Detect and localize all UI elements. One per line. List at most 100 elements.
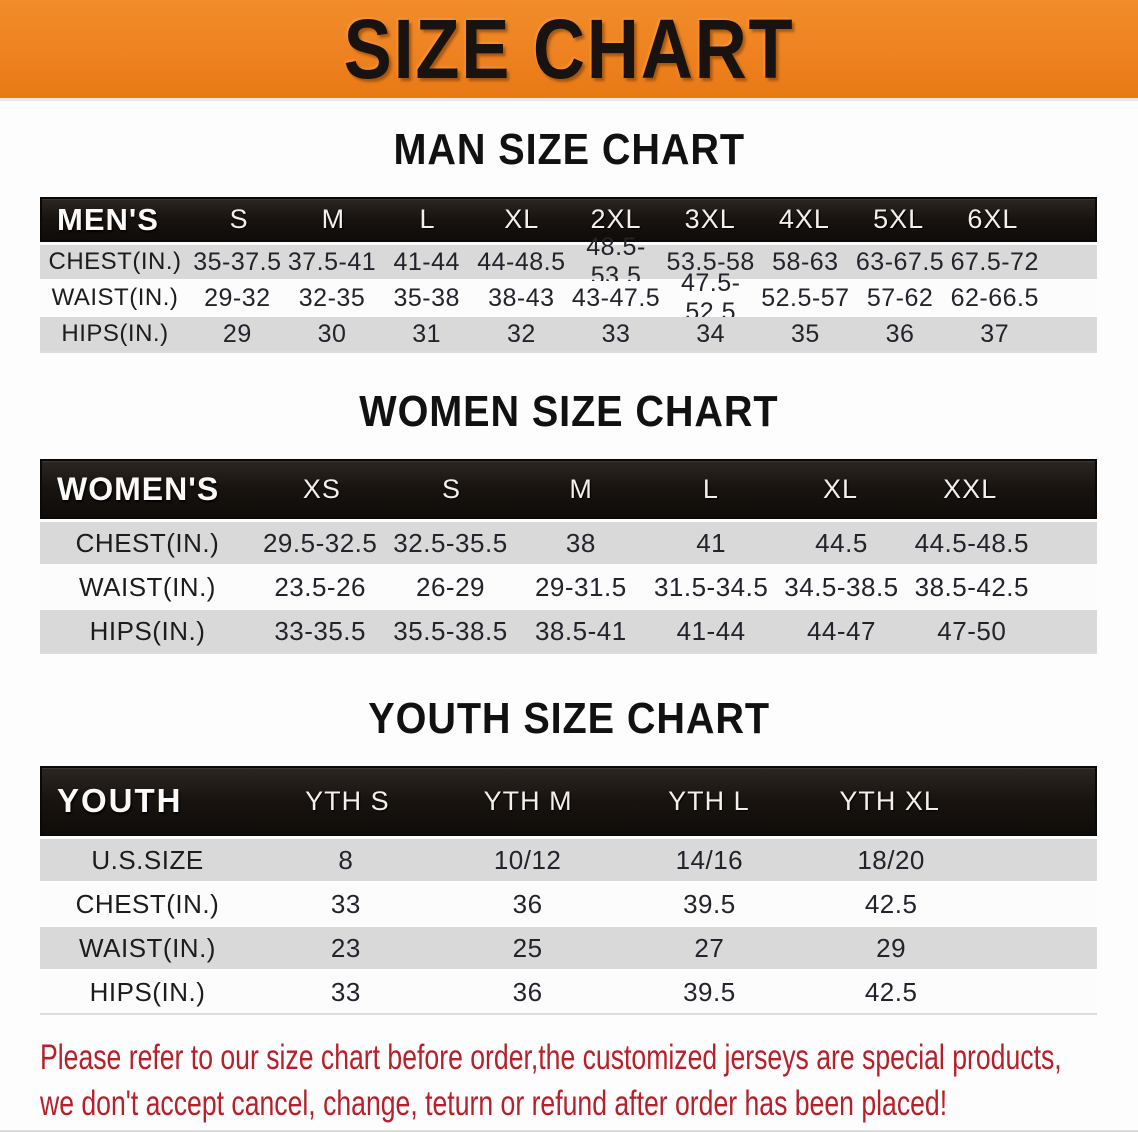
size-value: 26-29 bbox=[415, 571, 485, 602]
size-value: 41 bbox=[696, 527, 727, 558]
size-value: 8 bbox=[338, 844, 354, 875]
size-value: 48.5-53.5 bbox=[586, 233, 646, 290]
disclaimer-line-2: we don't accept cancel, change, teturn o… bbox=[40, 1084, 948, 1123]
size-value: 38 bbox=[565, 527, 596, 558]
size-value: 43-47.5 bbox=[571, 283, 661, 312]
size-value: 33-35.5 bbox=[274, 615, 366, 646]
row-label: HIPS(IN.) bbox=[89, 976, 206, 1007]
table-row: CHEST(IN.) 29.5-32.5 32.5-35.5 38 41 44.5 44.5… bbox=[40, 522, 1097, 564]
size-value: 29 bbox=[876, 932, 907, 963]
size-value: 35-38 bbox=[393, 283, 460, 312]
size-value: 33 bbox=[330, 976, 361, 1007]
size-value: 36 bbox=[885, 319, 915, 348]
size-value: 35-37.5 bbox=[193, 247, 282, 276]
size-value: 32 bbox=[506, 319, 536, 348]
table-body: U.S.SIZE 8 10/12 14/16 18/20 CHEST(IN.) 33 36 39… bbox=[40, 836, 1097, 1015]
size-value: 52.5-57 bbox=[761, 283, 850, 312]
size-column-header: S bbox=[229, 204, 249, 234]
size-column-header: XL bbox=[823, 473, 859, 504]
size-value: 44-48.5 bbox=[477, 247, 566, 276]
size-value: 34 bbox=[696, 319, 726, 348]
table-group-label: WOMEN'S bbox=[57, 470, 220, 507]
size-column-header: 2XL bbox=[590, 204, 642, 234]
size-value: 18/20 bbox=[857, 844, 925, 875]
disclaimer-line-1: Please refer to our size chart before or… bbox=[40, 1038, 1062, 1077]
size-column-header: YTH L bbox=[668, 785, 750, 816]
size-value: 67.5-72 bbox=[950, 247, 1039, 276]
table-row: U.S.SIZE 8 10/12 14/16 18/20 bbox=[40, 839, 1097, 881]
row-label: HIPS(IN.) bbox=[89, 615, 206, 646]
size-value: 53.5-58 bbox=[666, 247, 755, 276]
table-row: WAIST(IN.) 29-32 32-35 35-38 38-43 43-47.5 47.… bbox=[40, 269, 1097, 326]
youth-section-heading: YOUTH SIZE CHART bbox=[0, 696, 1138, 742]
size-value: 33 bbox=[330, 888, 361, 919]
size-value: 44.5 bbox=[815, 527, 868, 558]
size-value: 44-47 bbox=[806, 615, 876, 646]
size-value: 42.5 bbox=[864, 888, 918, 919]
size-value: 29 bbox=[222, 319, 252, 348]
table-header-row: YOUTH YTH S YTH M YTH L YTH XL bbox=[40, 766, 1097, 836]
size-column-header: XXL bbox=[943, 473, 998, 504]
size-value: 35 bbox=[790, 319, 820, 348]
size-value: 29-32 bbox=[204, 283, 271, 312]
table-row: WAIST(IN.) 23.5-26 26-29 29-31.5 31.5-34.5 34… bbox=[40, 566, 1097, 608]
size-value: 57-62 bbox=[866, 283, 934, 312]
size-value: 38.5-41 bbox=[534, 615, 627, 646]
row-label: CHEST(IN.) bbox=[75, 888, 220, 919]
size-column-header: 5XL bbox=[873, 204, 925, 234]
table-row: HIPS(IN.) 33 36 39.5 42.5 bbox=[40, 971, 1097, 1013]
size-value: 14/16 bbox=[675, 844, 744, 875]
size-value: 31 bbox=[412, 319, 442, 348]
section-men: MAN SIZE CHART MEN'S S M L XL 2XL 3XL 4XL 5XL 6XL… bbox=[0, 127, 1138, 353]
size-value: 35.5-38.5 bbox=[393, 615, 508, 646]
table-body: CHEST(IN.) 29.5-32.5 32.5-35.5 38 41 44.5 44.5… bbox=[40, 519, 1097, 654]
size-value: 41-44 bbox=[676, 615, 746, 646]
size-column-header: YTH S bbox=[305, 785, 390, 816]
size-value: 23 bbox=[330, 932, 361, 963]
women-size-table: WOMEN'S XS S M L XL XXL CHEST(IN.) 29.5-32.5 32.5… bbox=[40, 459, 1097, 654]
table-header-row: WOMEN'S XS S M L XL XXL bbox=[40, 459, 1097, 519]
size-value: 37.5-41 bbox=[287, 247, 377, 276]
table-body: CHEST(IN.) 35-37.5 37.5-41 41-44 44-48.5 48.5… bbox=[40, 233, 1097, 353]
banner-title: SIZE CHART bbox=[343, 2, 795, 96]
section-youth: YOUTH SIZE CHART YOUTH YTH S YTH M YTH L YTH… bbox=[0, 696, 1138, 1015]
size-value: 38.5-42.5 bbox=[914, 571, 1029, 602]
size-column-header: M bbox=[321, 204, 346, 234]
size-column-header: YTH M bbox=[483, 785, 573, 816]
size-value: 39.5 bbox=[683, 976, 736, 1007]
youth-section-heading-text: YOUTH SIZE CHART bbox=[368, 694, 770, 743]
size-value: 47-50 bbox=[937, 615, 1007, 646]
size-value: 25 bbox=[512, 932, 543, 963]
table-group-label: MEN'S bbox=[57, 201, 159, 237]
row-label: CHEST(IN.) bbox=[48, 248, 182, 275]
size-value: 29-31.5 bbox=[534, 571, 627, 602]
size-value: 10/12 bbox=[493, 844, 562, 875]
disclaimer: Please refer to our size chart before or… bbox=[40, 1035, 1138, 1127]
size-value: 27 bbox=[694, 932, 725, 963]
size-value: 42.5 bbox=[864, 976, 918, 1007]
row-label: WAIST(IN.) bbox=[79, 571, 216, 602]
size-column-header: XL bbox=[504, 204, 540, 234]
size-column-header: S bbox=[442, 473, 462, 504]
size-value: 62-66.5 bbox=[950, 283, 1039, 312]
size-column-header: 3XL bbox=[684, 204, 736, 234]
size-value: 33 bbox=[601, 319, 631, 348]
size-column-header: XS bbox=[302, 473, 341, 504]
youth-size-table: YOUTH YTH S YTH M YTH L YTH XL U.S.SIZE 8 10/12… bbox=[40, 766, 1097, 1015]
size-value: 23.5-26 bbox=[274, 571, 366, 602]
size-value: 58-63 bbox=[772, 247, 839, 276]
table-row: HIPS(IN.) 29 30 31 32 33 34 35 36 37 bbox=[40, 317, 1097, 351]
size-column-header: 4XL bbox=[778, 204, 830, 234]
size-column-header: M bbox=[569, 473, 593, 504]
size-column-header: YTH XL bbox=[839, 785, 940, 816]
banner: SIZE CHART bbox=[0, 0, 1138, 101]
row-label: HIPS(IN.) bbox=[61, 320, 169, 347]
size-value: 31.5-34.5 bbox=[653, 571, 769, 602]
size-value: 29.5-32.5 bbox=[262, 527, 378, 558]
section-women: WOMEN SIZE CHART WOMEN'S XS S M L XL XXL CHEST(… bbox=[0, 389, 1138, 654]
size-value: 41-44 bbox=[393, 247, 460, 276]
size-value: 30 bbox=[317, 319, 347, 348]
size-value: 63-67.5 bbox=[855, 247, 945, 276]
women-section-heading-text: WOMEN SIZE CHART bbox=[359, 387, 779, 436]
